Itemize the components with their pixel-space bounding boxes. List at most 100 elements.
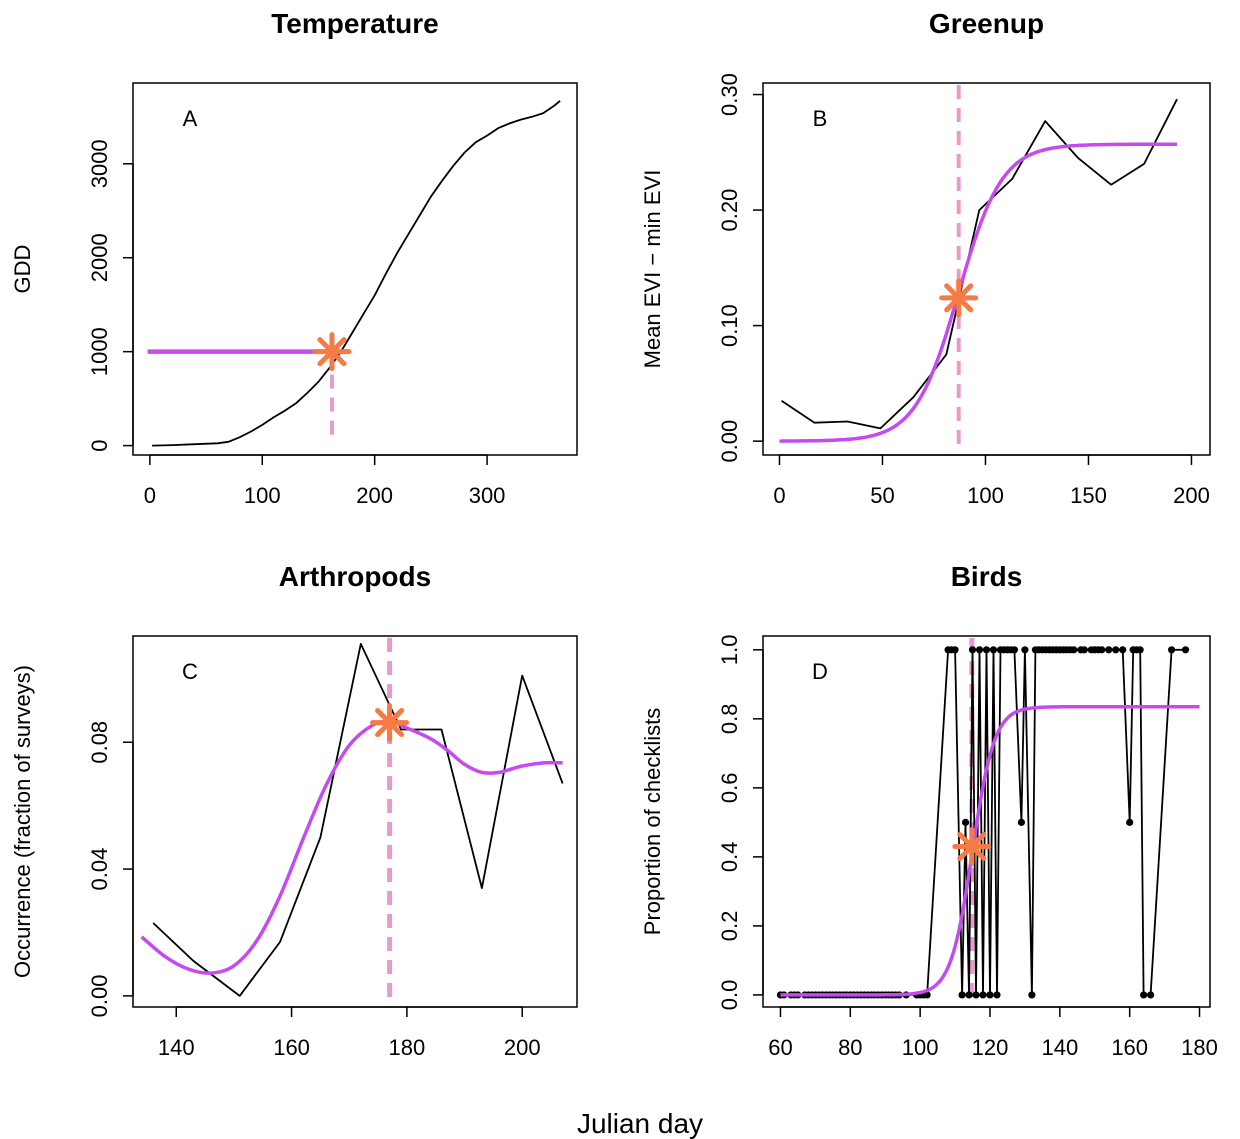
observation-point (1119, 646, 1127, 654)
panel-d: Birds Proportion of checklists 60 80 100 120 1… (640, 561, 1218, 1060)
observation-point (1140, 991, 1148, 999)
observed-series-line (780, 648, 1186, 996)
observation-point (1112, 646, 1120, 654)
x-tick-label: 200 (504, 1035, 541, 1060)
observation-point (979, 991, 987, 999)
observation-point (1017, 818, 1026, 826)
panel-title: Birds (951, 561, 1023, 592)
y-tick-label: 0.08 (87, 721, 112, 764)
observation-point (1028, 991, 1036, 999)
x-tick-label: 0 (773, 483, 785, 508)
y-axis: 0.00 0.04 0.08 (87, 721, 134, 1017)
panel-title: Greenup (929, 8, 1044, 39)
observation-point (1098, 646, 1106, 654)
x-tick-label: 200 (1173, 483, 1210, 508)
observation-point (1070, 646, 1078, 654)
x-tick-label: 100 (967, 483, 1004, 508)
x-tick-label: 140 (1041, 1035, 1078, 1060)
y-tick-label: 0.10 (717, 304, 742, 347)
observation-point (975, 646, 984, 654)
observation-point (1021, 646, 1029, 654)
observation-point (1126, 818, 1134, 826)
x-tick-label: 100 (902, 1035, 939, 1060)
y-axis-label: Proportion of checklists (640, 708, 665, 935)
y-axis: 0.00 0.10 0.20 0.30 (717, 73, 764, 463)
observed-series-line (152, 100, 561, 447)
panel-c: Arthropods Occurrence (fraction of survey… (10, 561, 578, 1060)
data-area (140, 638, 564, 1005)
observation-point (993, 991, 1001, 999)
fitted-curve (780, 704, 1200, 997)
x-tick-label: 300 (469, 483, 506, 508)
panel-title: Temperature (271, 8, 439, 39)
data-area (147, 100, 561, 447)
x-tick-label: 60 (768, 1035, 792, 1060)
observation-point (989, 646, 998, 654)
y-tick-label: 0.30 (717, 73, 742, 116)
y-tick-label: 0.00 (87, 974, 112, 1017)
y-tick-label: 1.0 (717, 635, 742, 666)
onset-asterisk-marker (312, 332, 352, 372)
x-tick-label: 160 (1111, 1035, 1148, 1060)
observation-point (1136, 646, 1144, 654)
x-tick-label: 80 (838, 1035, 862, 1060)
asterisk-stroke (944, 283, 974, 313)
plot-frame (132, 635, 578, 1008)
panel-letter: A (183, 106, 198, 131)
y-tick-label: 3000 (87, 139, 112, 188)
plot-frame (132, 82, 578, 456)
panel-b: Greenup Mean EVI − min EVI 0 50 100 150 200 0.0… (640, 8, 1211, 508)
observed-series-line (781, 98, 1178, 430)
x-tick-label: 120 (972, 1035, 1009, 1060)
x-tick-label: 180 (1181, 1035, 1218, 1060)
observation-point (1181, 646, 1190, 654)
observation-point (1010, 646, 1019, 654)
x-tick-label: 140 (158, 1035, 195, 1060)
y-tick-label: 0.0 (717, 980, 742, 1011)
asterisk-stroke (375, 708, 405, 738)
observation-point (965, 991, 973, 999)
onset-asterisk-marker (370, 703, 410, 743)
asterisk-stroke (957, 832, 987, 862)
observation-point (958, 991, 966, 999)
observation-point (1105, 646, 1113, 654)
fitted-curve (140, 719, 563, 975)
y-axis: 0.0 0.2 0.4 0.6 0.8 1.0 (717, 635, 764, 1011)
x-tick-label: 0 (144, 483, 156, 508)
x-tick-label: 200 (356, 483, 393, 508)
observed-series-line (152, 643, 564, 997)
data-area (776, 638, 1200, 1005)
onset-asterisk-marker (952, 827, 992, 867)
asterisk-stroke (317, 337, 347, 367)
y-tick-label: 0.6 (717, 773, 742, 804)
panel-letter: C (182, 659, 198, 684)
x-tick-label: 160 (273, 1035, 310, 1060)
observation-point (972, 991, 980, 999)
shared-x-axis-label: Julian day (577, 1108, 703, 1139)
y-tick-label: 0.20 (717, 189, 742, 232)
x-axis: 0 50 100 150 200 (773, 454, 1210, 508)
observation-point (982, 646, 991, 654)
panel-letter: D (812, 659, 828, 684)
panel-title: Arthropods (279, 561, 431, 592)
y-tick-label: 0 (87, 439, 112, 451)
fitted-curve (779, 142, 1177, 443)
x-axis: 0 100 200 300 (144, 454, 506, 508)
observation-point (1147, 991, 1155, 999)
plot-frame (762, 82, 1211, 456)
y-tick-label: 1000 (87, 327, 112, 376)
y-axis-label: GDD (10, 245, 35, 294)
y-tick-label: 2000 (87, 233, 112, 282)
y-tick-label: 0.4 (717, 842, 742, 873)
x-axis: 140 160 180 200 (158, 1006, 541, 1060)
onset-asterisk-marker (939, 278, 979, 318)
x-tick-label: 100 (244, 483, 281, 508)
panel-letter: B (813, 106, 828, 131)
y-axis-label: Mean EVI − min EVI (640, 170, 665, 369)
y-axis: 0 1000 2000 3000 (87, 139, 134, 452)
observation-point (951, 646, 959, 654)
y-tick-label: 0.04 (87, 848, 112, 891)
